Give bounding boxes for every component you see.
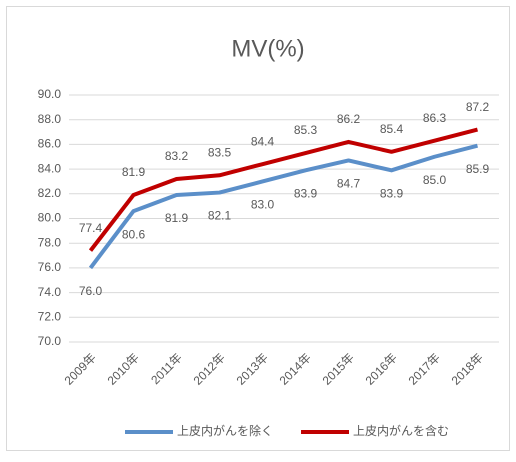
y-tick-label: 90.0 <box>38 87 62 101</box>
y-tick-label: 70.0 <box>38 334 62 348</box>
data-label: 76.0 <box>79 284 103 298</box>
data-label: 83.9 <box>380 187 404 201</box>
data-label: 82.1 <box>208 209 232 223</box>
data-label: 84.7 <box>337 177 361 191</box>
y-tick-label: 74.0 <box>38 285 62 299</box>
data-label: 83.5 <box>208 145 232 159</box>
data-label: 83.0 <box>251 198 275 212</box>
data-label: 85.3 <box>294 123 318 137</box>
data-label: 85.9 <box>466 162 490 176</box>
legend-label: 上皮内がんを含む <box>353 423 449 438</box>
y-tick-label: 84.0 <box>38 161 62 175</box>
y-tick-label: 78.0 <box>38 235 62 249</box>
series-line <box>88 143 479 270</box>
data-label: 83.9 <box>294 187 318 201</box>
y-tick-label: 88.0 <box>38 112 62 126</box>
data-label: 84.4 <box>251 134 275 148</box>
y-tick-label: 82.0 <box>38 186 62 200</box>
data-label: 85.0 <box>423 173 447 187</box>
data-label: 81.9 <box>165 211 189 225</box>
chart-frame <box>6 6 510 451</box>
data-label: 77.4 <box>79 221 103 235</box>
y-tick-label: 86.0 <box>38 137 62 151</box>
series-line <box>88 127 479 252</box>
data-label: 80.6 <box>122 227 146 241</box>
data-label: 86.2 <box>337 112 361 126</box>
data-label: 81.9 <box>122 165 146 179</box>
y-tick-label: 72.0 <box>38 309 62 323</box>
data-label: 85.4 <box>380 122 404 136</box>
y-tick-label: 76.0 <box>38 260 62 274</box>
data-label: 83.2 <box>165 149 189 163</box>
legend-label: 上皮内がんを除く <box>177 423 273 438</box>
data-label: 87.2 <box>466 100 490 114</box>
chart-title: MV(%) <box>231 35 304 62</box>
y-tick-label: 80.0 <box>38 211 62 225</box>
data-label: 86.3 <box>423 111 447 125</box>
